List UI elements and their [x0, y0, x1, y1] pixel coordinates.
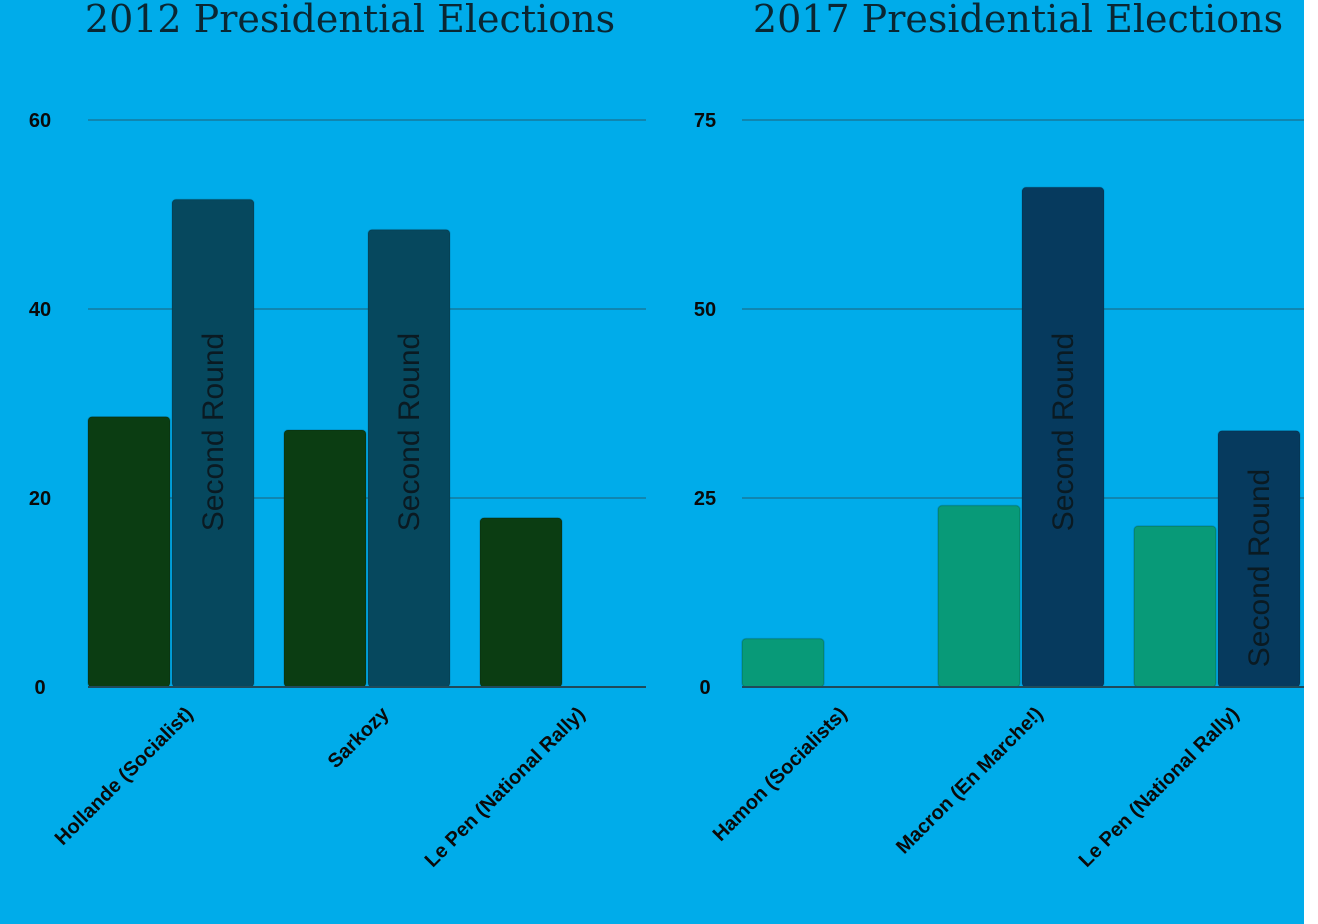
bar-first-round — [283, 429, 367, 688]
x-category-label: Hamon (Socialists) — [709, 703, 852, 846]
x-category-label: Le Pen (National Rally) — [421, 703, 590, 872]
chart-title: 2012 Presidential Elections — [85, 0, 615, 41]
bar-label: Second Round — [197, 333, 230, 532]
chart-title: 2017 Presidential Elections — [753, 0, 1283, 41]
x-category-label: Sarkozy — [324, 702, 394, 772]
y-tick-label: 75 — [694, 110, 716, 132]
bar-first-round — [741, 637, 825, 688]
bar-label: Second Round — [1047, 333, 1080, 532]
y-tick-label: 25 — [694, 488, 716, 510]
x-category-label: Macron (En Marche!) — [892, 703, 1047, 858]
bar-first-round — [479, 517, 563, 688]
bar-first-round — [937, 504, 1021, 688]
bar-label: Second Round — [393, 333, 426, 532]
chart-2012: 2012 Presidential Elections 0 20 40 60 Second… — [29, 0, 646, 872]
bar-label: Second Round — [1243, 469, 1276, 668]
x-category-label: Hollande (Socialist) — [51, 703, 198, 850]
y-tick-label: 40 — [29, 299, 51, 321]
x-category-label: Le Pen (National Rally) — [1075, 703, 1244, 872]
chart-2017: 2017 Presidential Elections 0 25 50 75 Hamon … — [694, 0, 1304, 872]
bar-first-round — [87, 415, 171, 688]
y-tick-label: 50 — [694, 299, 716, 321]
y-tick-label: 0 — [34, 677, 45, 699]
y-tick-label: 20 — [29, 488, 51, 510]
y-tick-label: 0 — [699, 677, 710, 699]
y-tick-label: 60 — [29, 110, 51, 132]
bar-first-round — [1133, 525, 1217, 688]
